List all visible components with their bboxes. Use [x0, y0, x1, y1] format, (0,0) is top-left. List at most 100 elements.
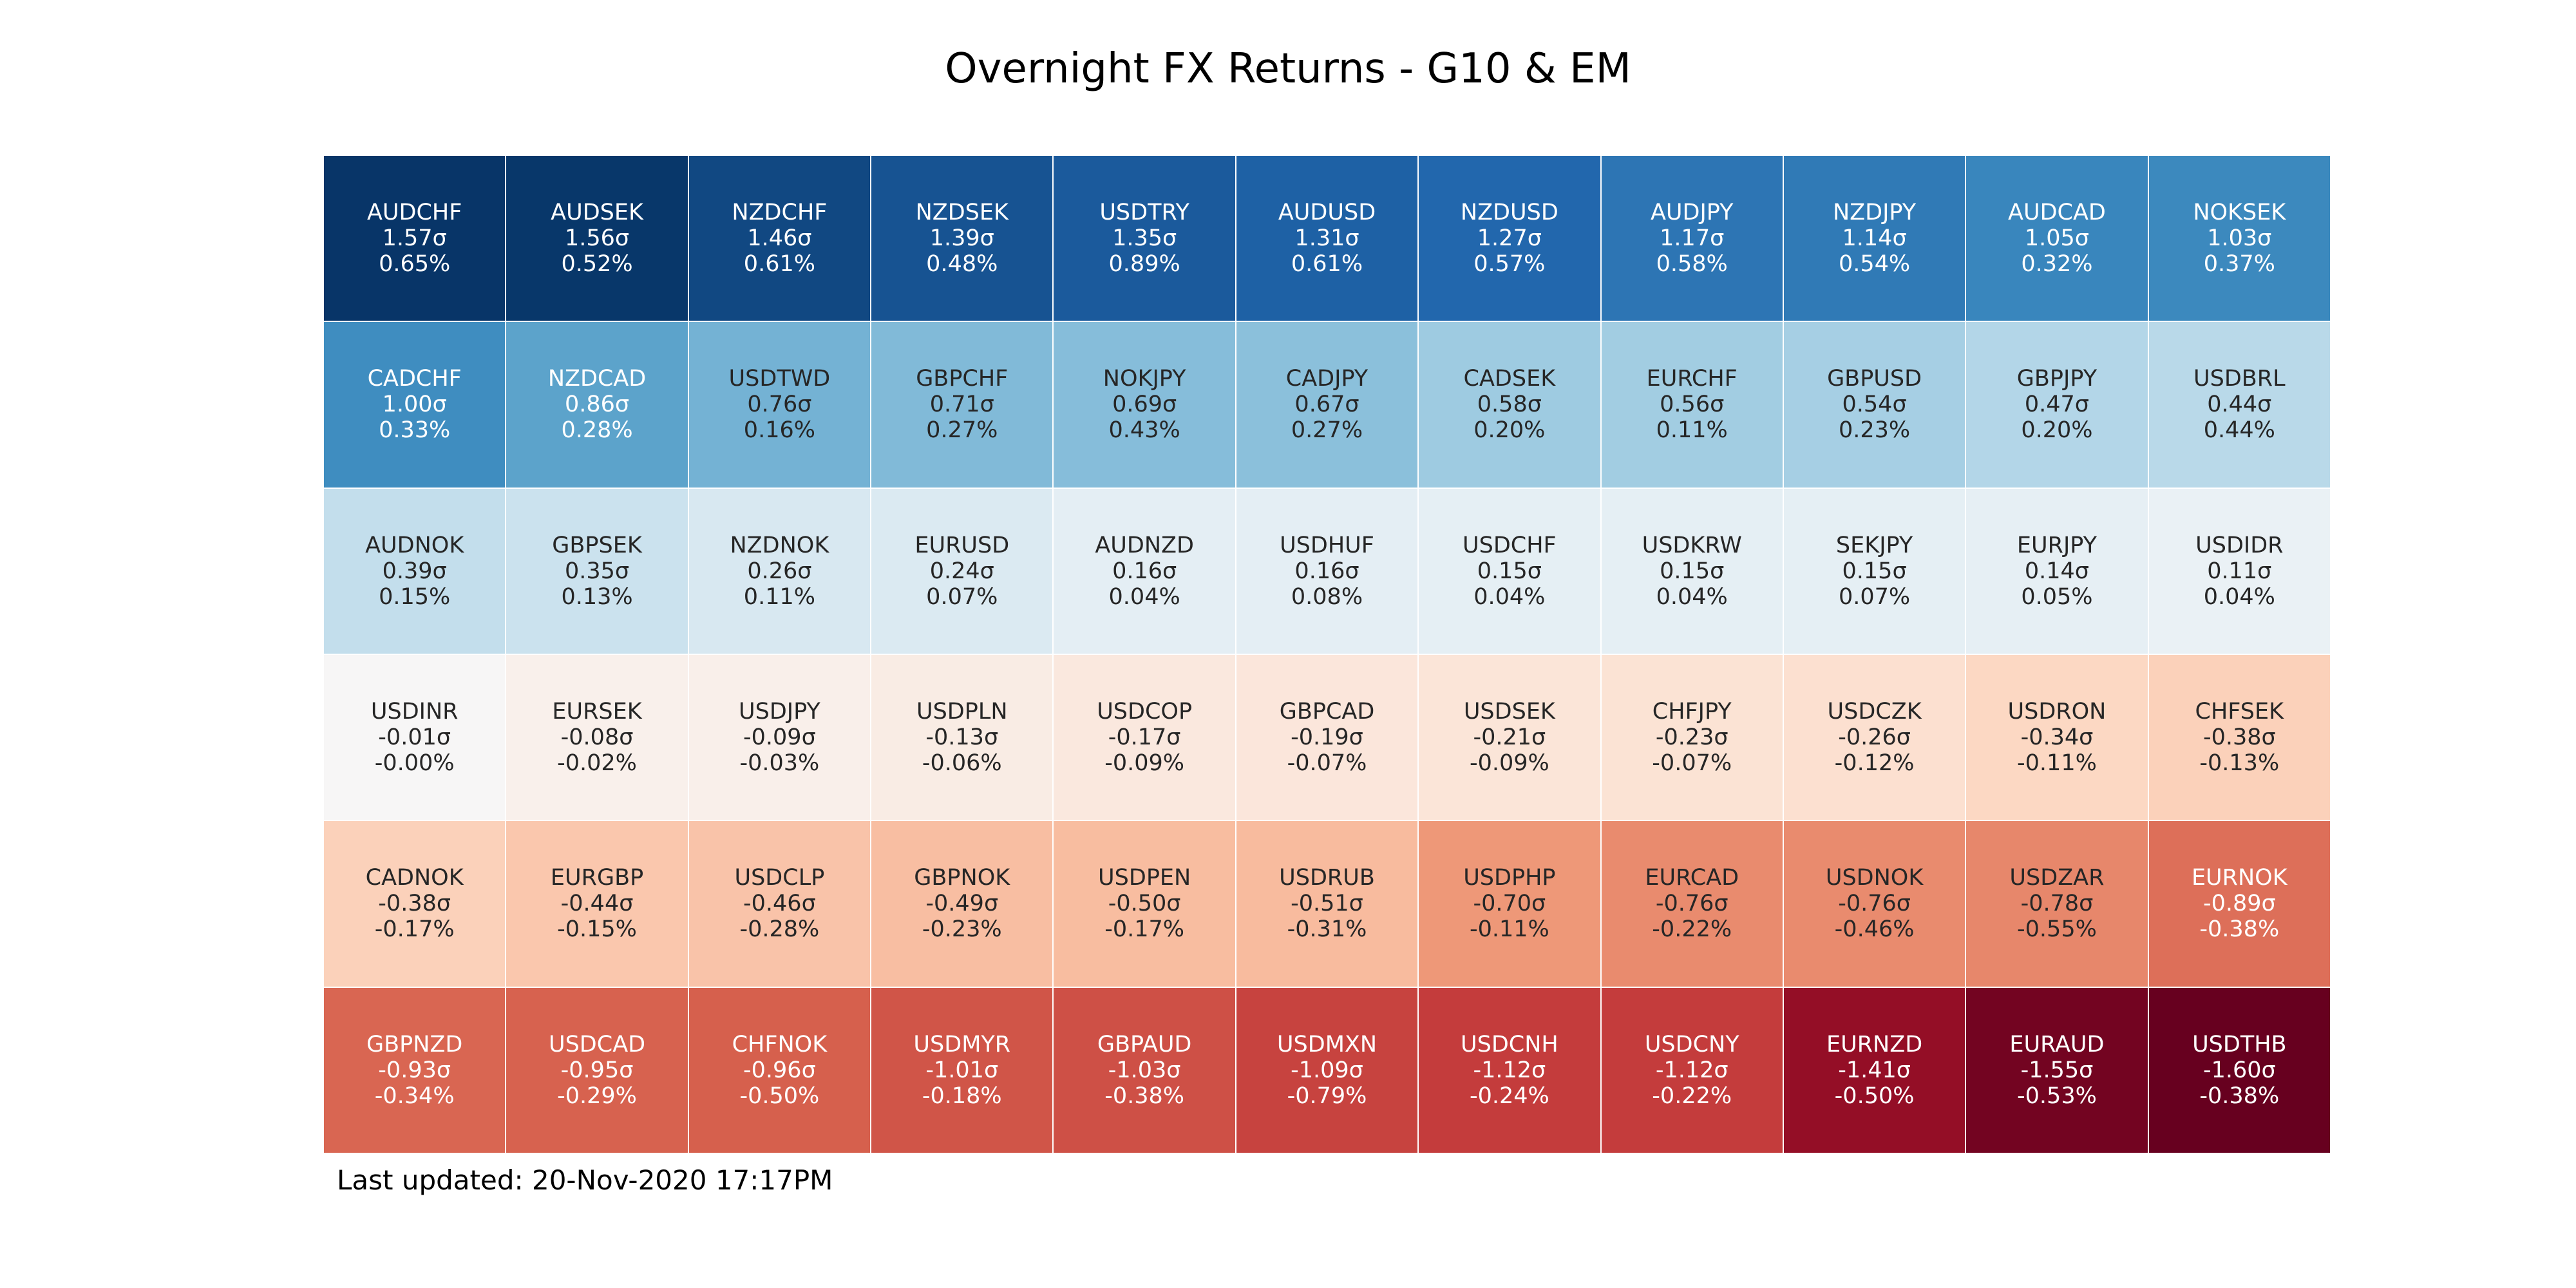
cell-pair-label: AUDNZD	[1095, 532, 1194, 558]
cell-sigma-value: -0.70σ	[1473, 891, 1546, 917]
heatmap-cell-usdcop: USDCOP -0.17σ -0.09%	[1054, 655, 1235, 820]
cell-sigma-value: 0.47σ	[2024, 392, 2089, 418]
cell-pair-label: NZDUSD	[1460, 200, 1558, 226]
cell-return-value: 0.27%	[1291, 417, 1363, 444]
cell-sigma-value: -0.49σ	[925, 891, 999, 917]
cell-sigma-value: 0.67σ	[1294, 392, 1359, 418]
cell-return-value: -0.00%	[374, 750, 455, 777]
cell-pair-label: USDJPY	[738, 699, 820, 725]
heatmap-cell-nzdchf: NZDCHF 1.46σ 0.61%	[688, 156, 871, 321]
cell-pair-label: EURCHF	[1646, 366, 1738, 392]
cell-return-value: -0.11%	[2017, 750, 2097, 777]
cell-return-value: 0.44%	[2203, 417, 2275, 444]
cell-return-value: -0.07%	[1652, 750, 1732, 777]
cell-sigma-value: 0.44σ	[2207, 392, 2272, 418]
cell-return-value: 0.23%	[1838, 417, 1911, 444]
cell-sigma-value: -1.60σ	[2202, 1057, 2276, 1083]
cell-pair-label: CADNOK	[365, 865, 464, 891]
heatmap-cell-cadnok: CADNOK -0.38σ -0.17%	[324, 821, 506, 987]
heatmap-cell-usdsek: USDSEK -0.21σ -0.09%	[1419, 655, 1600, 820]
heatmap-cell-eurnok: EURNOK -0.89σ -0.38%	[2148, 821, 2330, 987]
cell-pair-label: USDPEN	[1098, 865, 1191, 891]
cell-sigma-value: -1.12σ	[1473, 1057, 1546, 1083]
cell-pair-label: NZDCHF	[732, 200, 828, 226]
cell-sigma-value: -1.55σ	[2020, 1057, 2094, 1083]
cell-sigma-value: -0.89σ	[2202, 891, 2276, 917]
cell-pair-label: USDCLP	[734, 865, 825, 891]
last-updated-note: Last updated: 20-Nov-2020 17:17PM	[337, 1164, 833, 1196]
cell-return-value: 0.58%	[1656, 251, 1728, 278]
cell-pair-label: USDCZK	[1827, 699, 1922, 725]
heatmap-cell-cadsek: CADSEK 0.58σ 0.20%	[1419, 322, 1600, 488]
cell-pair-label: USDTHB	[2192, 1031, 2287, 1057]
cell-return-value: 0.54%	[1838, 251, 1911, 278]
cell-pair-label: EURUSD	[914, 532, 1010, 558]
cell-sigma-value: 0.35σ	[564, 558, 630, 584]
cell-return-value: -0.06%	[922, 750, 1002, 777]
heatmap-cell-gbpnok: GBPNOK -0.49σ -0.23%	[871, 821, 1053, 987]
cell-pair-label: EURAUD	[2009, 1031, 2105, 1057]
cell-sigma-value: 0.15σ	[1477, 558, 1542, 584]
cell-pair-label: GBPCAD	[1279, 699, 1375, 725]
cell-sigma-value: 0.15σ	[1660, 558, 1725, 584]
heatmap-cell-sekjpy: SEKJPY 0.15σ 0.07%	[1783, 488, 1965, 654]
cell-return-value: 0.65%	[379, 251, 451, 278]
cell-sigma-value: -0.44σ	[560, 891, 634, 917]
cell-sigma-value: -0.26σ	[1838, 724, 1911, 751]
heatmap-cell-usdpln: USDPLN -0.13σ -0.06%	[871, 655, 1053, 820]
cell-return-value: 0.52%	[561, 251, 633, 278]
cell-return-value: 0.07%	[926, 583, 998, 610]
cell-return-value: 0.11%	[1656, 417, 1728, 444]
cell-return-value: -0.29%	[557, 1083, 637, 1109]
cell-pair-label: USDCNY	[1644, 1031, 1739, 1057]
cell-pair-label: NZDJPY	[1833, 200, 1917, 226]
heatmap-cell-usdchf: USDCHF 0.15σ 0.04%	[1419, 488, 1600, 654]
heatmap-cell-usdinr: USDINR -0.01σ -0.00%	[324, 655, 506, 820]
heatmap-cell-usdhuf: USDHUF 0.16σ 0.08%	[1236, 488, 1418, 654]
cell-pair-label: USDTRY	[1099, 200, 1189, 226]
heatmap-cell-usdphp: USDPHP -0.70σ -0.11%	[1419, 821, 1600, 987]
heatmap-cell-eurgbp: EURGBP -0.44σ -0.15%	[506, 821, 688, 987]
cell-pair-label: CHFNOK	[732, 1031, 828, 1057]
cell-return-value: -0.34%	[374, 1083, 455, 1109]
cell-sigma-value: -0.09σ	[743, 724, 816, 751]
cell-pair-label: NZDCAD	[547, 366, 647, 392]
cell-pair-label: USDCOP	[1097, 699, 1193, 725]
cell-return-value: -0.11%	[1469, 916, 1549, 943]
heatmap-cell-usdbrl: USDBRL 0.44σ 0.44%	[2148, 322, 2330, 488]
cell-sigma-value: -0.34σ	[2020, 724, 2094, 751]
heatmap-cell-usdcnh: USDCNH -1.12σ -0.24%	[1419, 987, 1600, 1153]
cell-return-value: 0.07%	[1838, 583, 1911, 610]
cell-return-value: 0.20%	[1473, 417, 1546, 444]
cell-pair-label: USDCHF	[1463, 532, 1557, 558]
cell-pair-label: USDHUF	[1280, 532, 1374, 558]
cell-sigma-value: -0.21σ	[1473, 724, 1546, 751]
cell-sigma-value: 0.69σ	[1112, 392, 1177, 418]
cell-return-value: -0.09%	[1469, 750, 1549, 777]
heatmap-cell-nzdnok: NZDNOK 0.26σ 0.11%	[688, 488, 871, 654]
cell-return-value: 0.61%	[1291, 251, 1363, 278]
cell-pair-label: USDINR	[370, 699, 459, 725]
cell-return-value: 0.61%	[743, 251, 815, 278]
cell-pair-label: CHFJPY	[1652, 699, 1732, 725]
cell-pair-label: AUDCHF	[366, 200, 462, 226]
cell-sigma-value: 1.27σ	[1477, 225, 1542, 252]
cell-return-value: -0.03%	[739, 750, 820, 777]
heatmap-cell-usdclp: USDCLP -0.46σ -0.28%	[688, 821, 871, 987]
cell-return-value: -0.17%	[1104, 916, 1185, 943]
heatmap-cell-audchf: AUDCHF 1.57σ 0.65%	[324, 156, 506, 321]
heatmap-cell-usdcny: USDCNY -1.12σ -0.22%	[1601, 987, 1783, 1153]
heatmap-cell-usdidr: USDIDR 0.11σ 0.04%	[2148, 488, 2330, 654]
heatmap-cell-usdtwd: USDTWD 0.76σ 0.16%	[688, 322, 871, 488]
heatmap-grid: AUDCHF 1.57σ 0.65% AUDSEK 1.56σ 0.52% NZDCHF 1.…	[324, 156, 2330, 1153]
cell-return-value: 0.32%	[2021, 251, 2093, 278]
cell-pair-label: USDSEK	[1463, 699, 1555, 725]
cell-return-value: 0.04%	[1656, 583, 1728, 610]
heatmap-cell-usdron: USDRON -0.34σ -0.11%	[1966, 655, 2148, 820]
cell-pair-label: AUDUSD	[1278, 200, 1376, 226]
heatmap-cell-usdrub: USDRUB -0.51σ -0.31%	[1236, 821, 1418, 987]
heatmap-cell-nokjpy: NOKJPY 0.69σ 0.43%	[1054, 322, 1235, 488]
cell-pair-label: USDIDR	[2195, 532, 2284, 558]
cell-sigma-value: 1.14σ	[1842, 225, 1907, 252]
cell-pair-label: EURNOK	[2191, 865, 2287, 891]
